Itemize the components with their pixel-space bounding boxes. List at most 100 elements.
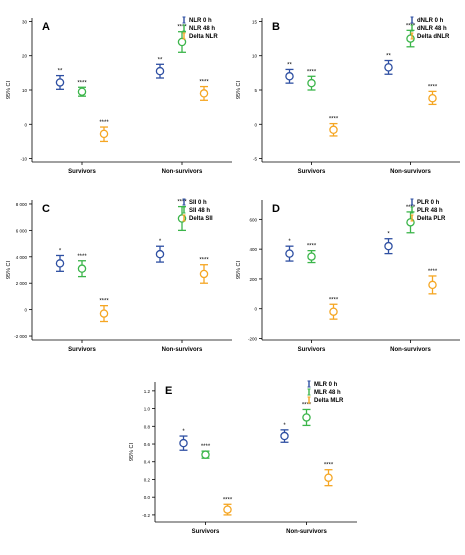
data-point: [307, 78, 316, 88]
data-point: [428, 280, 437, 290]
y-tick-label: 1.2: [144, 389, 151, 394]
significance-label: ****: [199, 80, 209, 86]
y-tick-label: 0: [254, 122, 257, 127]
significance-label: ****: [329, 297, 339, 303]
legend-entry: MLR 48 h: [314, 390, 341, 396]
legend-entry: dNLR 0 h: [417, 18, 444, 24]
significance-label: *: [288, 239, 291, 245]
significance-label: *: [159, 239, 162, 245]
x-tick-label: Survivors: [298, 347, 326, 353]
significance-label: **: [158, 57, 163, 63]
y-tick-label: 200: [249, 277, 257, 282]
significance-label: ****: [223, 497, 233, 503]
y-tick-label: 2 000: [16, 281, 28, 286]
y-tick-label: -2 000: [14, 334, 27, 339]
data-point: [201, 450, 210, 459]
data-point: [99, 309, 109, 318]
y-tick-label: 8 000: [16, 202, 28, 207]
legend-entry: PLR 0 h: [417, 200, 440, 206]
data-point: [329, 125, 338, 135]
legend-entry: MLR 0 h: [314, 382, 338, 388]
y-tick-label: 0: [24, 308, 27, 313]
x-tick-label: Non-survivors: [390, 347, 431, 353]
y-tick-label: -0.2: [142, 513, 150, 518]
y-axis-label: 95% CI: [129, 443, 135, 462]
significance-label: ****: [177, 200, 187, 206]
legend-entry: Delta PLR: [417, 216, 446, 222]
y-tick-label: 5: [254, 88, 257, 93]
y-tick-label: 400: [249, 247, 257, 252]
significance-label: *: [59, 248, 62, 254]
significance-label: *: [283, 423, 286, 429]
y-tick-label: 0.6: [144, 442, 151, 447]
y-tick-label: 6 000: [16, 228, 28, 233]
panel-label: A: [42, 21, 50, 33]
significance-label: ****: [77, 80, 87, 86]
chart-panel-a: -10 0 10 20 30 95% CI Survivors Non-survivors **…: [6, 16, 232, 175]
significance-label: ****: [199, 258, 209, 264]
significance-label: ****: [99, 120, 109, 126]
significance-label: ****: [302, 402, 312, 408]
y-axis-label: 95% CI: [6, 261, 12, 280]
significance-label: ****: [428, 84, 438, 90]
significance-label: ****: [99, 299, 109, 305]
y-axis-label: 95% CI: [6, 81, 12, 100]
significance-label: ****: [406, 205, 416, 211]
data-point: [199, 269, 209, 279]
legend-entry: PLR 48 h: [417, 208, 443, 214]
significance-label: ****: [406, 23, 416, 29]
chart-panel-c: -2 000 0 2 000 4 000 6 000 8 000 95% CI Survivo…: [6, 198, 232, 353]
data-point: [179, 438, 188, 448]
data-point: [199, 89, 209, 98]
data-point: [384, 63, 393, 72]
data-point: [77, 264, 87, 273]
data-point: [223, 505, 232, 514]
x-tick-label: Survivors: [298, 169, 326, 175]
data-point: [384, 241, 393, 251]
x-tick-label: Non-survivors: [162, 347, 203, 353]
significance-label: ****: [428, 269, 438, 275]
y-tick-label: 600: [249, 217, 257, 222]
y-tick-label: 20: [22, 54, 28, 59]
significance-label: ****: [177, 25, 187, 31]
y-axis-label: 95% CI: [236, 261, 242, 280]
data-point: [77, 87, 87, 96]
legend-entry: NLR 0 h: [189, 18, 212, 24]
significance-label: **: [386, 54, 391, 60]
chart-panel-d: -200 0 200 400 600 95% CI Survivors Non-survivo…: [236, 198, 460, 353]
significance-label: ****: [77, 254, 87, 260]
data-point: [302, 413, 311, 422]
significance-label: ****: [307, 244, 317, 250]
x-tick-label: Non-survivors: [390, 169, 431, 175]
data-point: [406, 218, 415, 227]
data-point: [285, 249, 294, 258]
panel-label: E: [165, 385, 172, 397]
legend-entry: Delta MLR: [314, 398, 344, 404]
y-tick-label: 0: [24, 122, 27, 127]
data-point: [55, 259, 65, 268]
panel-label: C: [42, 203, 50, 215]
panel-label: D: [272, 203, 280, 215]
y-tick-label: 30: [22, 19, 28, 24]
y-axis-label: 95% CI: [236, 81, 242, 100]
y-tick-label: 0.2: [144, 477, 151, 482]
x-tick-label: Survivors: [68, 169, 96, 175]
y-tick-label: -200: [248, 337, 258, 342]
y-tick-label: 10: [22, 88, 28, 93]
significance-label: *: [182, 429, 185, 435]
data-point: [155, 66, 165, 76]
legend-entry: SII 48 h: [189, 208, 210, 214]
y-tick-label: -5: [253, 157, 257, 162]
chart-panel-e: -0.2 0.0 0.2 0.4 0.6 0.8 1.0 1.2 95% CI Survivors…: [129, 380, 357, 535]
significance-label: ****: [201, 444, 211, 450]
y-tick-label: 4 000: [16, 255, 28, 260]
y-tick-label: 0: [254, 307, 257, 312]
significance-label: **: [287, 62, 292, 68]
data-point: [329, 307, 338, 316]
x-tick-label: Survivors: [192, 529, 220, 535]
y-tick-label: 0.8: [144, 424, 151, 429]
legend-entry: dNLR 48 h: [417, 26, 447, 32]
y-tick-label: 0.0: [144, 495, 151, 500]
